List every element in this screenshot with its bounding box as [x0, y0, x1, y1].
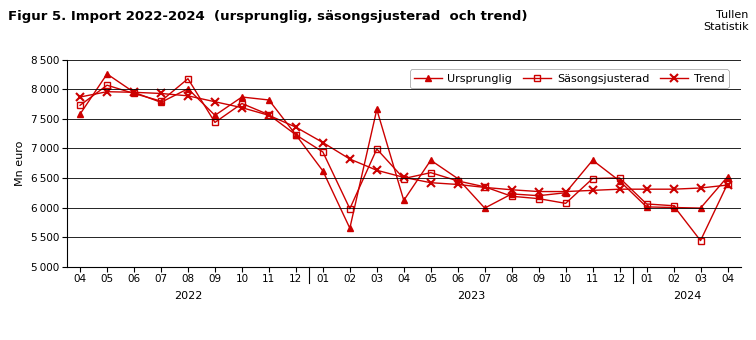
Ursprunglig [696, 206, 705, 210]
Trend [642, 187, 651, 191]
Säsongsjusterad [426, 171, 435, 175]
Säsongsjusterad [76, 103, 85, 107]
Ursprunglig [480, 206, 489, 210]
Säsongsjusterad [723, 182, 732, 186]
Säsongsjusterad [561, 201, 570, 205]
Ursprunglig [103, 72, 112, 76]
Y-axis label: Mn euro: Mn euro [15, 140, 25, 186]
Ursprunglig [76, 112, 85, 116]
Trend [561, 189, 570, 193]
Ursprunglig [372, 107, 381, 112]
Line: Trend: Trend [76, 87, 732, 196]
Trend [76, 95, 85, 99]
Säsongsjusterad [129, 91, 138, 96]
Trend [615, 187, 624, 191]
Legend: Ursprunglig, Säsongsjusterad, Trend: Ursprunglig, Säsongsjusterad, Trend [410, 69, 729, 88]
Säsongsjusterad [453, 179, 462, 183]
Säsongsjusterad [156, 99, 166, 103]
Säsongsjusterad [642, 202, 651, 206]
Säsongsjusterad [372, 147, 381, 151]
Ursprunglig [723, 175, 732, 179]
Ursprunglig [318, 169, 327, 173]
Trend [291, 125, 300, 129]
Trend [156, 91, 166, 96]
Ursprunglig [669, 205, 678, 209]
Ursprunglig [265, 98, 274, 102]
Trend [265, 113, 274, 117]
Säsongsjusterad [399, 176, 408, 181]
Text: 2022: 2022 [174, 291, 202, 301]
Ursprunglig [399, 198, 408, 202]
Ursprunglig [210, 113, 219, 117]
Ursprunglig [453, 176, 462, 181]
Ursprunglig [615, 179, 624, 183]
Ursprunglig [291, 133, 300, 137]
Ursprunglig [184, 87, 193, 91]
Text: 2024: 2024 [673, 291, 702, 301]
Trend [507, 188, 516, 192]
Ursprunglig [345, 226, 355, 230]
Säsongsjusterad [318, 150, 327, 154]
Säsongsjusterad [615, 176, 624, 180]
Ursprunglig [129, 90, 138, 94]
Trend [480, 185, 489, 189]
Text: Figur 5. Import 2022-2024  (ursprunglig, säsongsjusterad  och trend): Figur 5. Import 2022-2024 (ursprunglig, … [8, 10, 527, 23]
Trend [669, 187, 678, 191]
Trend [588, 188, 597, 192]
Trend [318, 140, 327, 144]
Ursprunglig [642, 205, 651, 209]
Ursprunglig [426, 158, 435, 162]
Säsongsjusterad [669, 204, 678, 208]
Säsongsjusterad [480, 185, 489, 189]
Ursprunglig [534, 194, 544, 198]
Trend [237, 106, 246, 110]
Trend [372, 168, 381, 172]
Säsongsjusterad [588, 176, 597, 181]
Text: Tullen
Statistik: Tullen Statistik [703, 10, 748, 32]
Säsongsjusterad [184, 76, 193, 81]
Trend [426, 181, 435, 185]
Line: Säsongsjusterad: Säsongsjusterad [76, 75, 731, 244]
Säsongsjusterad [237, 101, 246, 105]
Säsongsjusterad [534, 197, 544, 201]
Trend [345, 157, 355, 161]
Trend [453, 183, 462, 187]
Trend [723, 183, 732, 187]
Trend [184, 94, 193, 98]
Ursprunglig [156, 100, 166, 104]
Text: 2023: 2023 [457, 291, 485, 301]
Trend [129, 90, 138, 94]
Ursprunglig [588, 158, 597, 162]
Trend [696, 186, 705, 190]
Säsongsjusterad [696, 239, 705, 243]
Säsongsjusterad [291, 133, 300, 137]
Ursprunglig [507, 192, 516, 196]
Trend [103, 90, 112, 94]
Trend [534, 189, 544, 193]
Trend [210, 100, 219, 104]
Line: Ursprunglig: Ursprunglig [76, 70, 731, 232]
Ursprunglig [561, 191, 570, 195]
Säsongsjusterad [345, 207, 355, 211]
Säsongsjusterad [265, 113, 274, 117]
Trend [399, 175, 408, 180]
Ursprunglig [237, 95, 246, 99]
Säsongsjusterad [103, 83, 112, 87]
Säsongsjusterad [210, 120, 219, 124]
Säsongsjusterad [507, 194, 516, 198]
